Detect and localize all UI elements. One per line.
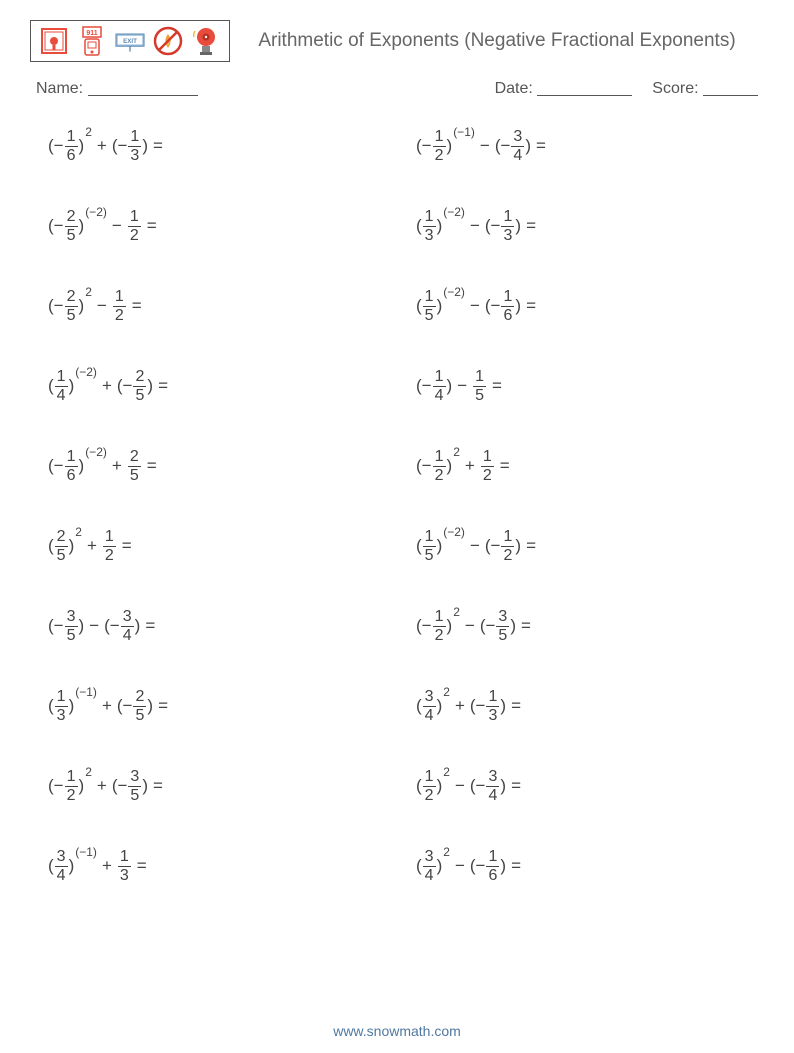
problem: (−25)(−2)−12 = (48, 202, 386, 250)
problem: (−12)2−(−35) = (416, 602, 754, 650)
name-label: Name: (36, 80, 83, 98)
problem: (13)(−2)−(−13) = (416, 202, 754, 250)
no-flame-icon (153, 26, 183, 56)
problem: (−25)2−12 = (48, 282, 386, 330)
name-blank[interactable] (88, 80, 198, 96)
problem: (34)2−(−16) = (416, 842, 754, 890)
score-blank[interactable] (703, 80, 758, 96)
problem: (34)(−1)+13 = (48, 842, 386, 890)
footer-url: www.snowmath.com (0, 1023, 794, 1039)
problems-grid: (−16)2+(−13) = (−12)(−1)−(−34) = (−25)(−2)… (30, 116, 764, 890)
fire-alarm-icon (39, 26, 69, 56)
svg-text:911: 911 (86, 30, 97, 37)
problem: (−12)2+12 = (416, 442, 754, 490)
svg-text:EXIT: EXIT (123, 38, 137, 45)
problem: (−12)(−1)−(−34) = (416, 122, 754, 170)
score-label: Score: (652, 80, 698, 98)
problem: (25)2+12 = (48, 522, 386, 570)
alarm-bell-icon (191, 26, 221, 56)
problem: (−12)2+(−35) = (48, 762, 386, 810)
date-blank[interactable] (537, 80, 632, 96)
icons-box: 911 EXIT (30, 20, 230, 62)
exit-sign-icon: EXIT (115, 26, 145, 56)
header-row: 911 EXIT (30, 20, 764, 62)
problem: (−14)−15 = (416, 362, 754, 410)
problem: (14)(−2)+(−25) = (48, 362, 386, 410)
problem: (−16)(−2)+25 = (48, 442, 386, 490)
problem: (15)(−2)−(−12) = (416, 522, 754, 570)
problem: (34)2+(−13) = (416, 682, 754, 730)
emergency-phone-icon: 911 (77, 26, 107, 56)
info-row: Name: Date: Score: (30, 80, 764, 98)
problem: (−35)−(−34) = (48, 602, 386, 650)
problem: (15)(−2)−(−16) = (416, 282, 754, 330)
problem: (−16)2+(−13) = (48, 122, 386, 170)
problem: (12)2−(−34) = (416, 762, 754, 810)
date-label: Date: (495, 80, 533, 98)
problem: (13)(−1)+(−25) = (48, 682, 386, 730)
page-title: Arithmetic of Exponents (Negative Fracti… (240, 29, 754, 53)
